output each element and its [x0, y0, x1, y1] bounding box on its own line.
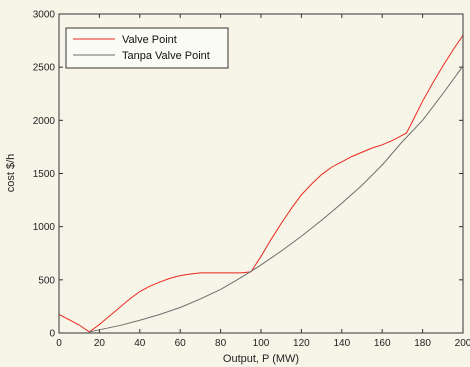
- y-tick-label: 1000: [33, 222, 56, 233]
- series-layer: [58, 34, 464, 333]
- x-tick-label: 80: [215, 338, 227, 349]
- x-tick-label: 20: [94, 338, 106, 349]
- y-tick-label: 2000: [33, 116, 56, 127]
- legend-label-valve-point: Valve Point: [122, 34, 177, 46]
- x-tick-label: 0: [56, 338, 62, 349]
- series-line-valve-point: [58, 34, 464, 333]
- y-tick-label: 500: [38, 275, 55, 286]
- plot-frame: [58, 13, 464, 334]
- legend-box: [65, 27, 229, 69]
- x-tick-label: 180: [414, 338, 431, 349]
- legend: Valve Point Tanpa Valve Point: [65, 27, 229, 69]
- legend-label-tanpa-valve-point: Tanpa Valve Point: [122, 50, 210, 62]
- y-axis-label: cost $/h: [5, 154, 17, 193]
- y-tick-label: 1500: [33, 169, 56, 180]
- y-tick-label: 0: [49, 329, 55, 340]
- x-tick-label: 40: [134, 338, 146, 349]
- series-line-tanpa-valve-point: [89, 65, 464, 333]
- x-tick-label: 140: [333, 338, 350, 349]
- x-axis-label: Output, P (MW): [223, 353, 299, 365]
- y-tick-label: 2500: [33, 63, 56, 74]
- x-tick-label: 120: [293, 338, 310, 349]
- x-tick-label: 160: [374, 338, 391, 349]
- x-tick-label: 200: [455, 338, 470, 349]
- y-tick-label: 3000: [33, 10, 56, 21]
- x-tick-label: 100: [253, 338, 270, 349]
- ticks-layer: 0 20 40 60 80 100 120 140 160 180 2000500100015002…: [33, 10, 470, 350]
- x-tick-label: 60: [175, 338, 187, 349]
